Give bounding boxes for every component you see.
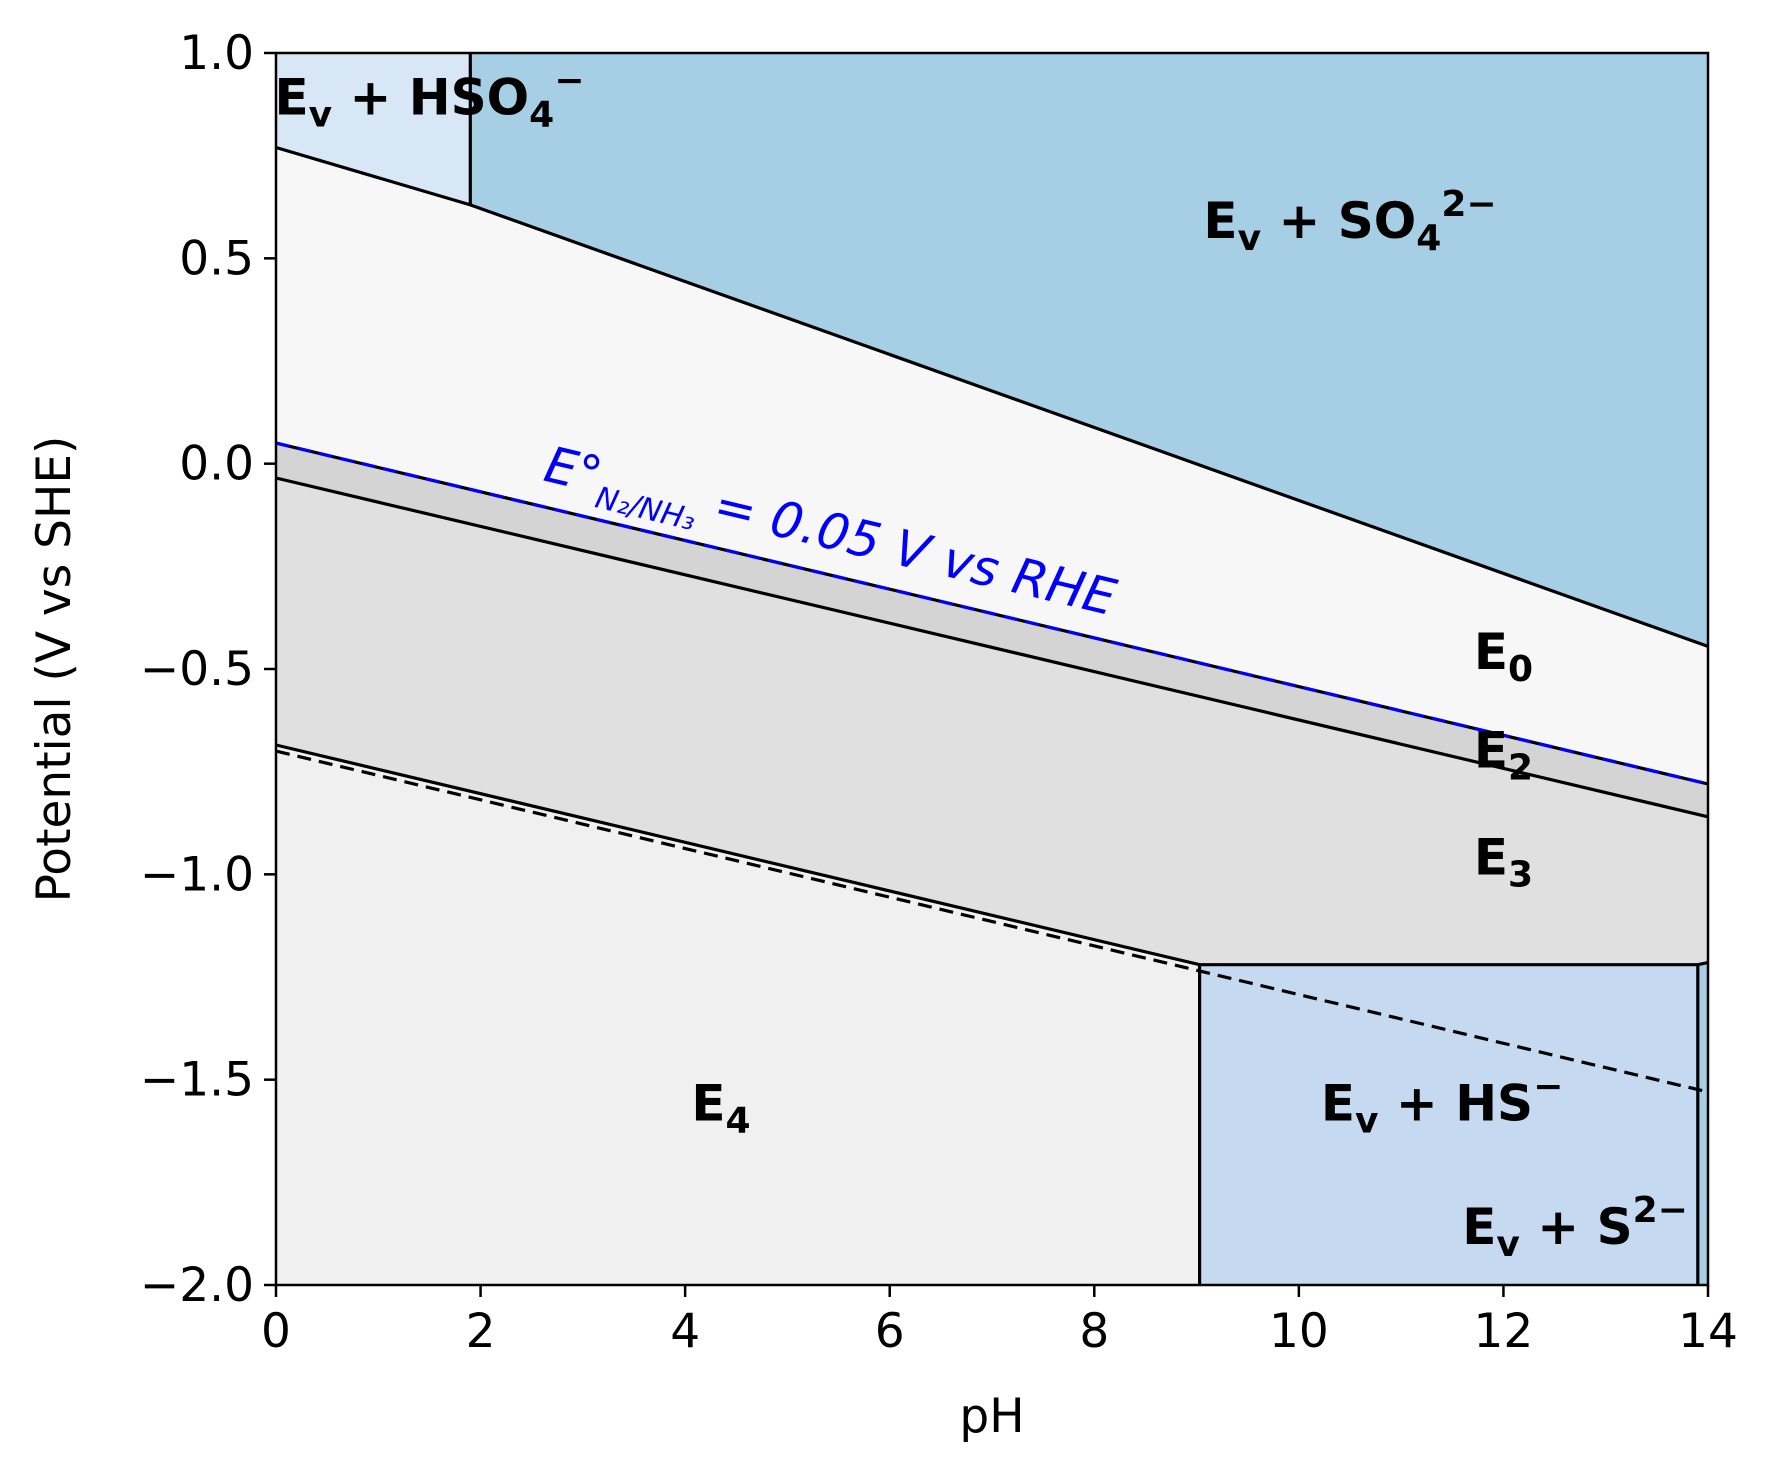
region-4 [276, 478, 1708, 965]
x-tick-label: 2 [466, 1304, 496, 1359]
x-axis-title: pH [959, 1389, 1024, 1444]
x-tick-label: 14 [1678, 1304, 1738, 1359]
x-axis-ticks: 0 2 4 6 8 10 12 14 [261, 1285, 1738, 1359]
region-2 [276, 147, 1708, 784]
y-tick-label: 0.5 [179, 231, 254, 286]
phase-boundaries [275, 53, 1709, 1285]
region-5 [276, 745, 1200, 1285]
y-axis-ticks: 1.0 0.5 0.0 −0.5 −1.0 −1.5 −2.0 [140, 26, 276, 1313]
region-label-1: Ev + SO42− [1203, 184, 1496, 259]
boundary-dashed-8 [275, 441, 1709, 786]
region-labels: Ev + HSO4− Ev + SO42− E0 E2 E3 E4 Ev + HS− Ev +… [274, 61, 1687, 1265]
y-tick-label: 1.0 [179, 26, 254, 81]
y-tick-label: −1.0 [140, 847, 254, 902]
x-tick-label: 10 [1269, 1304, 1329, 1359]
y-tick-label: −0.5 [140, 642, 254, 697]
region-7 [1697, 964, 1708, 1285]
region-label-3: E2 [1474, 722, 1533, 789]
region-label-2: E0 [1474, 623, 1533, 690]
region-label-7: Ev + S2− [1462, 1190, 1688, 1265]
y-axis-title: Potential (V vs SHE) [27, 436, 82, 903]
region-label-5: E4 [691, 1075, 750, 1142]
region-1 [470, 53, 1708, 647]
boundary-solid-4 [275, 743, 1709, 967]
region-label-0: Ev + HSO4− [274, 61, 584, 136]
x-tick-label: 6 [875, 1304, 905, 1359]
y-tick-label: −1.5 [140, 1053, 254, 1108]
x-tick-label: 12 [1474, 1304, 1534, 1359]
region-fills [276, 53, 1708, 1285]
x-tick-label: 0 [261, 1304, 291, 1359]
boundary-dashed-7 [275, 749, 1709, 1094]
region-label-4: E3 [1474, 828, 1533, 895]
y-tick-label: −2.0 [140, 1258, 254, 1313]
region-3 [276, 443, 1708, 817]
region-0 [276, 53, 471, 205]
boundary-solid-3 [275, 476, 1709, 819]
region-6 [1199, 964, 1698, 1285]
x-tick-label: 8 [1079, 1304, 1109, 1359]
x-tick-label: 4 [670, 1304, 700, 1359]
region-label-6: Ev + HS− [1321, 1067, 1563, 1142]
y-tick-label: 0.0 [179, 437, 254, 492]
